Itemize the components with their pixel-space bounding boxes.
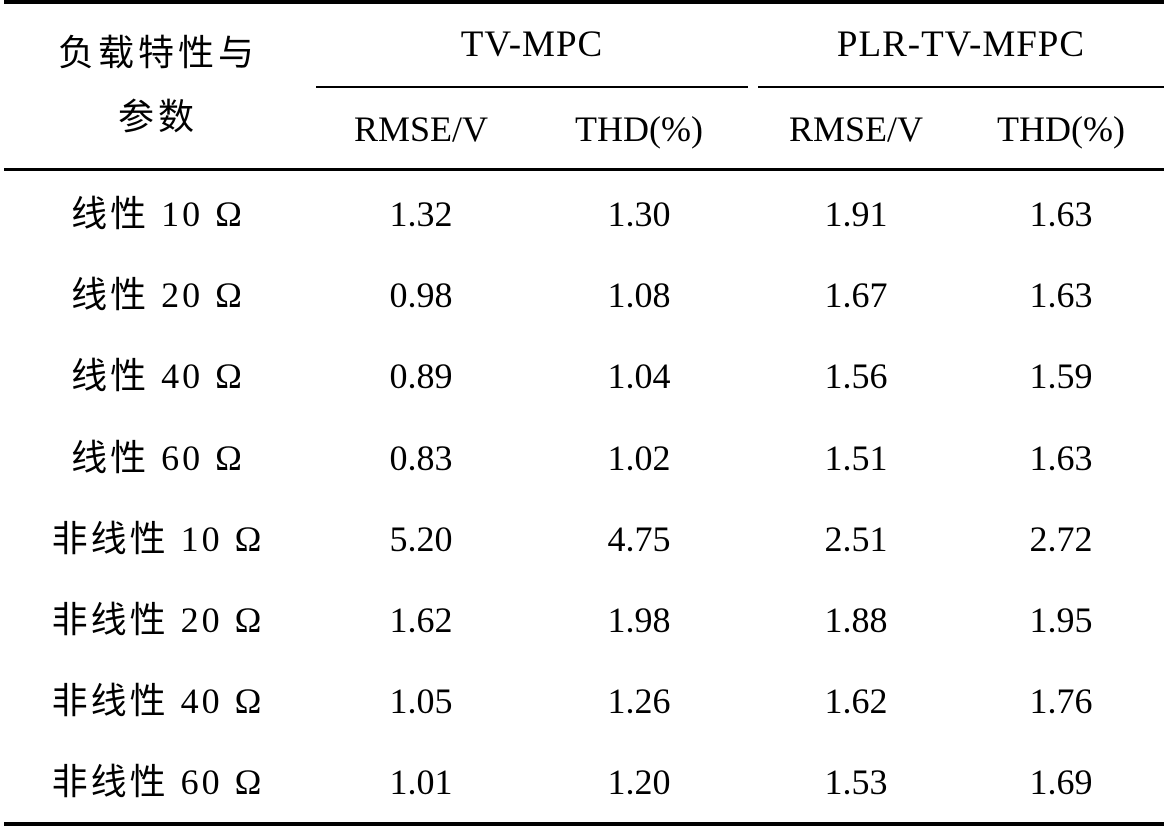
table-cell: 1.98: [607, 600, 671, 640]
subheader-thd-2: THD(%): [997, 109, 1125, 149]
table-cell: 1.08: [607, 275, 671, 316]
table-cell: 1.59: [1029, 356, 1093, 397]
table-cell: 1.91: [824, 194, 888, 234]
table-cell: 2.51: [824, 518, 888, 559]
group-tv-mpc-rule: [316, 86, 748, 88]
table-cell: 1.53: [824, 762, 888, 803]
row-label: 线性 20 Ω: [71, 275, 245, 316]
table-cell: 1.32: [389, 194, 453, 234]
table-cell: 1.20: [607, 762, 671, 803]
table-cell: 0.83: [389, 437, 453, 478]
table-top-rule: [4, 0, 1164, 4]
table-cell: 1.95: [1029, 600, 1093, 640]
table-cell: 4.75: [607, 518, 671, 559]
table-cell: 1.02: [607, 437, 671, 478]
table-cell: 1.62: [389, 600, 453, 640]
stub-header-line-1: 负载特性与: [57, 33, 258, 73]
table-cell: 1.69: [1029, 762, 1093, 803]
table-cell: 1.30: [607, 194, 671, 234]
subheader-thd-1: THD(%): [575, 109, 703, 149]
row-label: 非线性 20 Ω: [51, 600, 265, 640]
table-cell: 1.05: [389, 681, 453, 722]
table-cell: 1.63: [1029, 275, 1093, 316]
table-cell: 0.89: [389, 356, 453, 397]
table-bottom-rule: [4, 822, 1164, 826]
group-header-plr-tv-mfpc: PLR-TV-MFPC: [836, 23, 1086, 65]
row-label: 线性 40 Ω: [71, 356, 245, 397]
stub-header-line-2: 参数: [117, 97, 198, 137]
row-label: 非线性 10 Ω: [51, 518, 265, 559]
table-cell: 1.26: [607, 681, 671, 722]
table-cell: 1.62: [824, 681, 888, 722]
table-cell: 1.04: [607, 356, 671, 397]
row-label: 非线性 40 Ω: [51, 681, 265, 722]
table-cell: 1.88: [824, 600, 888, 640]
group-plr-tv-mfpc-rule: [758, 86, 1164, 88]
table-cell: 5.20: [389, 518, 453, 559]
table-cell: 1.63: [1029, 437, 1093, 478]
table-cell: 0.98: [389, 275, 453, 316]
table-cell: 1.01: [389, 762, 453, 803]
subheader-rmse-1: RMSE/V: [353, 109, 489, 149]
table-cell: 1.76: [1029, 681, 1093, 722]
subheader-rmse-2: RMSE/V: [788, 109, 924, 149]
table-cell: 1.67: [824, 275, 888, 316]
table-cell: 1.63: [1029, 194, 1093, 234]
row-label: 线性 10 Ω: [71, 194, 245, 234]
stub-header: 负载特性与 参数: [0, 0, 316, 170]
table-cell: 1.51: [824, 437, 888, 478]
table-cell: 2.72: [1029, 518, 1093, 559]
table-cell: 1.56: [824, 356, 888, 397]
group-header-tv-mpc: TV-MPC: [460, 23, 604, 65]
table-header-rule: [4, 168, 1164, 171]
row-label: 线性 60 Ω: [71, 437, 245, 478]
row-label: 非线性 60 Ω: [51, 762, 265, 803]
